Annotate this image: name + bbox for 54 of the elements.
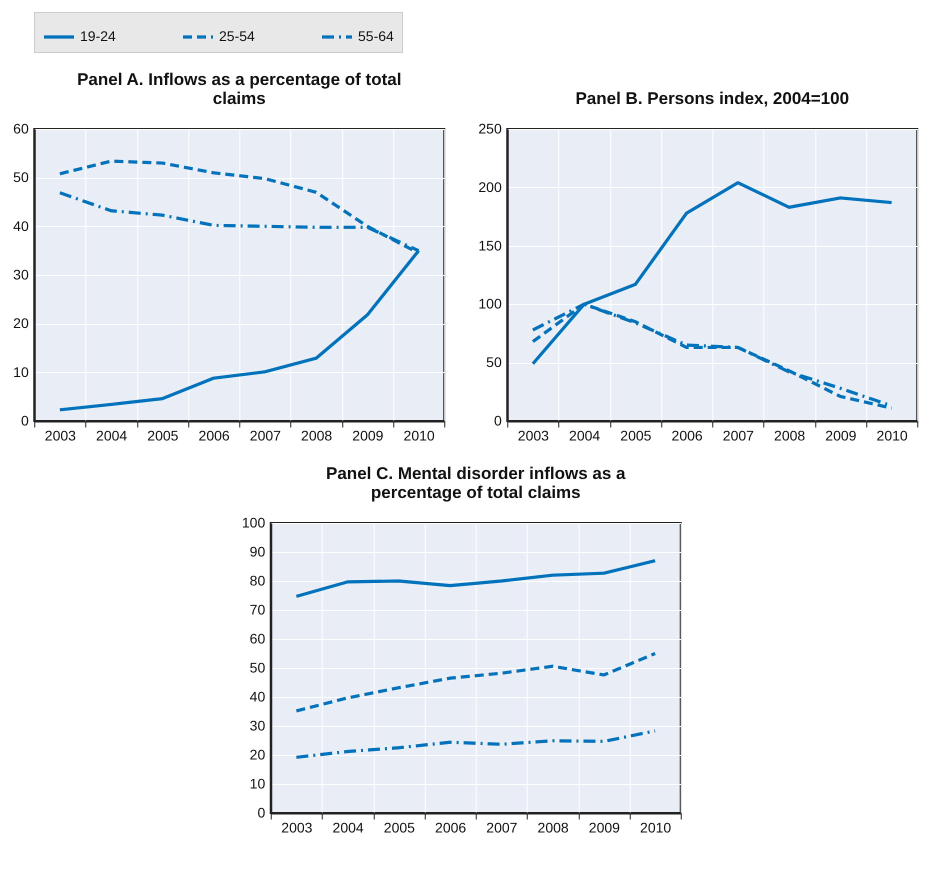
y-tick-label: 30 — [13, 266, 29, 282]
y-tick-label: 250 — [478, 120, 502, 136]
x-tick-label: 2004 — [332, 820, 364, 836]
x-tick-label: 2008 — [301, 428, 332, 444]
y-tick-label: 50 — [486, 354, 502, 370]
chart-title: Panel C. Mental disorder inflows as a percentage of total claims — [326, 464, 626, 502]
x-tick-label: 2006 — [198, 428, 230, 444]
y-tick-label: 80 — [250, 572, 266, 588]
x-tick-label: 2005 — [384, 820, 416, 836]
x-tick-label: 2007 — [250, 428, 282, 444]
y-tick-label: 60 — [250, 630, 266, 646]
y-tick-label: 70 — [250, 602, 266, 618]
legend-label: 25-54 — [219, 28, 256, 44]
y-tick-label: 200 — [478, 178, 502, 195]
x-tick-label: 2007 — [486, 820, 518, 836]
x-tick-label: 2009 — [588, 820, 620, 836]
y-tick-label: 30 — [250, 718, 266, 734]
x-tick-label: 2010 — [876, 428, 908, 444]
y-tick-label: 50 — [13, 169, 29, 186]
x-tick-label: 2005 — [147, 428, 179, 444]
x-tick-label: 2006 — [672, 428, 703, 444]
x-tick-label: 2003 — [281, 820, 313, 836]
y-tick-label: 10 — [13, 364, 29, 380]
y-tick-label: 100 — [478, 296, 502, 312]
x-tick-label: 2003 — [44, 428, 76, 444]
chart-title: Panel A. Inflows as a percentage of total claims — [77, 70, 402, 108]
y-tick-label: 0 — [257, 804, 266, 820]
y-tick-label: 10 — [250, 776, 266, 792]
y-tick-label: 40 — [250, 688, 266, 704]
x-tick-label: 2007 — [722, 428, 754, 444]
x-tick-label: 2010 — [404, 428, 435, 444]
x-tick-label: 2005 — [620, 428, 652, 444]
chart-title: Panel B. Persons index, 2004=100 — [575, 89, 850, 108]
x-tick-label: 2010 — [640, 820, 672, 836]
x-tick-label: 2004 — [96, 428, 128, 444]
x-tick-label: 2006 — [435, 820, 466, 836]
y-tick-label: 20 — [250, 746, 266, 762]
x-tick-label: 2009 — [352, 428, 384, 444]
x-tick-label: 2003 — [518, 428, 550, 444]
y-tick-label: 60 — [13, 120, 29, 136]
x-tick-label: 2008 — [538, 820, 569, 836]
legend-label: 55-64 — [358, 28, 394, 44]
y-tick-label: 90 — [250, 544, 266, 560]
y-tick-label: 50 — [250, 660, 266, 676]
x-tick-label: 2008 — [774, 428, 806, 444]
legend-label: 19-24 — [80, 28, 116, 44]
y-tick-label: 40 — [13, 218, 29, 234]
y-tick-label: 20 — [13, 315, 29, 332]
y-tick-label: 150 — [478, 237, 502, 254]
y-tick-label: 100 — [242, 514, 266, 530]
y-tick-label: 0 — [20, 412, 29, 428]
x-tick-label: 2009 — [825, 428, 857, 444]
x-tick-label: 2004 — [569, 428, 600, 444]
y-tick-label: 0 — [494, 412, 502, 428]
